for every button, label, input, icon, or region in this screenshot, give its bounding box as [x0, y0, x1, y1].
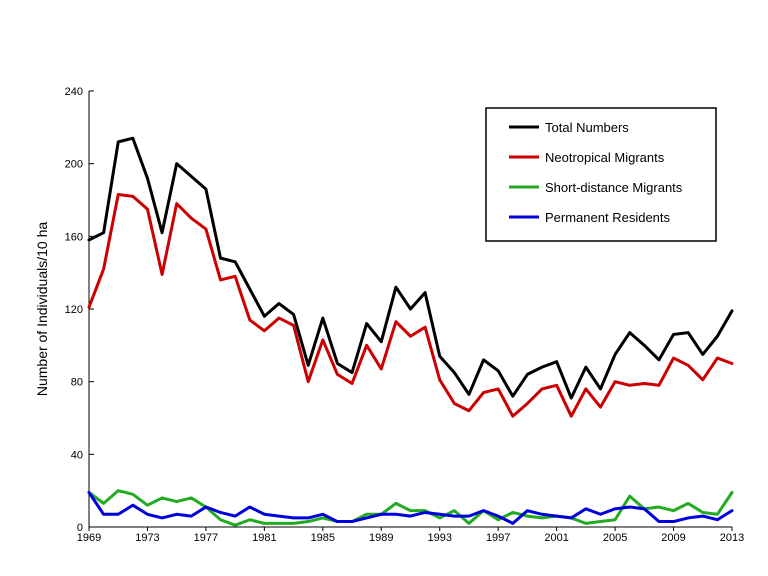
y-tick-label: 240	[65, 86, 83, 98]
legend-box	[485, 107, 717, 242]
legend-label-total-numbers: Total Numbers	[545, 120, 629, 135]
x-tick-label: 1997	[486, 532, 510, 544]
legend-items: Total Numbers Neotropical Migrants Short-d…	[509, 120, 683, 225]
x-tick-label: 2009	[661, 532, 685, 544]
series-line-neotropical-migrants	[87, 193, 734, 418]
x-tick-label: 1969	[77, 532, 101, 544]
x-tick-label: 1993	[427, 532, 451, 544]
y-tick-label: 40	[71, 449, 83, 461]
legend-label-short-distance-migrants: Short-distance Migrants	[545, 180, 683, 195]
legend-label-permanent-residents: Permanent Residents	[545, 210, 671, 225]
series-line-total-numbers	[87, 136, 734, 400]
y-tick-label: 160	[65, 231, 83, 243]
x-tick-label: 1981	[252, 532, 276, 544]
x-tick-label: 1989	[369, 532, 393, 544]
x-tick-label: 1985	[311, 532, 335, 544]
series-line-permanent-residents	[87, 490, 734, 525]
legend-label-neotropical-migrants: Neotropical Migrants	[545, 150, 665, 165]
x-tick-label: 1973	[135, 532, 159, 544]
y-tick-label: 80	[71, 377, 83, 389]
y-tick-label: 200	[65, 159, 83, 171]
legend: Total Numbers Neotropical Migrants Short-d…	[485, 107, 717, 242]
x-ticks: 1969 1973 1977 1981 1985 1989 1993 1997 2001 2005…	[77, 527, 744, 544]
series-group	[87, 136, 734, 527]
x-tick-label: 2005	[603, 532, 627, 544]
x-tick-label: 2013	[720, 532, 744, 544]
series-line-short-distance-migrants	[87, 489, 734, 527]
y-axis-title: Number of Individuals/10 ha	[34, 222, 50, 397]
y-ticks: 0 40 80 120 160 200 240	[65, 86, 94, 534]
x-tick-label: 1977	[194, 532, 218, 544]
y-tick-label: 120	[65, 304, 83, 316]
x-tick-label: 2001	[544, 532, 568, 544]
y-tick-label: 0	[77, 522, 83, 534]
